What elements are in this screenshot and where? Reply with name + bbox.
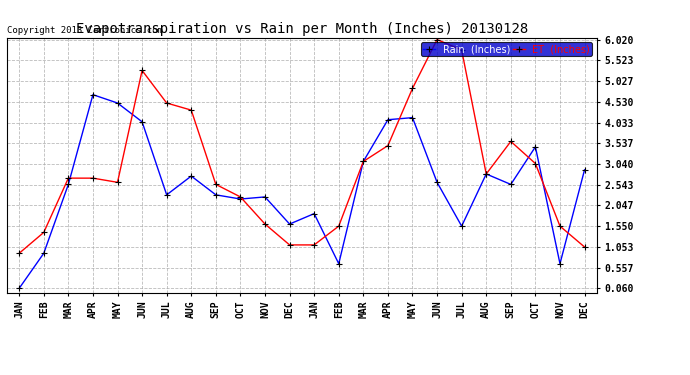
ET  (Inches) xyxy=(506,139,515,144)
Rain  (Inches) xyxy=(212,193,220,197)
Rain  (Inches) xyxy=(482,172,491,176)
Rain  (Inches) xyxy=(457,224,466,228)
Rain  (Inches) xyxy=(261,195,269,199)
Rain  (Inches) xyxy=(556,261,564,266)
Rain  (Inches) xyxy=(138,120,146,124)
Title: Evapotranspiration vs Rain per Month (Inches) 20130128: Evapotranspiration vs Rain per Month (In… xyxy=(76,22,528,36)
Rain  (Inches) xyxy=(89,92,97,97)
ET  (Inches) xyxy=(261,222,269,226)
ET  (Inches) xyxy=(433,38,441,42)
ET  (Inches) xyxy=(482,172,491,176)
Text: Copyright 2013 Cartronics.com: Copyright 2013 Cartronics.com xyxy=(7,26,163,35)
Line: ET  (Inches): ET (Inches) xyxy=(17,37,587,256)
Rain  (Inches) xyxy=(359,159,368,164)
Rain  (Inches) xyxy=(163,193,171,197)
Rain  (Inches) xyxy=(39,251,48,255)
ET  (Inches) xyxy=(64,176,72,180)
Rain  (Inches) xyxy=(113,101,121,105)
Rain  (Inches) xyxy=(506,182,515,187)
Rain  (Inches) xyxy=(15,286,23,291)
ET  (Inches) xyxy=(163,101,171,105)
ET  (Inches) xyxy=(359,159,368,164)
Rain  (Inches) xyxy=(236,197,244,201)
ET  (Inches) xyxy=(286,243,294,247)
ET  (Inches) xyxy=(138,68,146,73)
Rain  (Inches) xyxy=(433,180,441,184)
Rain  (Inches) xyxy=(580,168,589,172)
Rain  (Inches) xyxy=(335,261,343,266)
ET  (Inches) xyxy=(187,108,195,112)
ET  (Inches) xyxy=(408,86,417,91)
ET  (Inches) xyxy=(212,182,220,187)
ET  (Inches) xyxy=(384,143,392,148)
Rain  (Inches) xyxy=(187,174,195,178)
ET  (Inches) xyxy=(15,251,23,255)
Rain  (Inches) xyxy=(64,182,72,187)
Rain  (Inches) xyxy=(286,222,294,226)
Legend: Rain  (Inches), ET  (Inches): Rain (Inches), ET (Inches) xyxy=(421,42,592,56)
ET  (Inches) xyxy=(310,243,318,247)
ET  (Inches) xyxy=(113,180,121,184)
ET  (Inches) xyxy=(89,176,97,180)
ET  (Inches) xyxy=(580,245,589,249)
ET  (Inches) xyxy=(531,161,540,166)
Rain  (Inches) xyxy=(531,145,540,149)
Rain  (Inches) xyxy=(384,117,392,122)
Rain  (Inches) xyxy=(408,116,417,120)
Line: Rain  (Inches): Rain (Inches) xyxy=(17,92,587,291)
ET  (Inches) xyxy=(457,48,466,52)
ET  (Inches) xyxy=(556,224,564,228)
ET  (Inches) xyxy=(39,230,48,235)
ET  (Inches) xyxy=(236,195,244,199)
ET  (Inches) xyxy=(335,224,343,228)
Rain  (Inches) xyxy=(310,211,318,216)
